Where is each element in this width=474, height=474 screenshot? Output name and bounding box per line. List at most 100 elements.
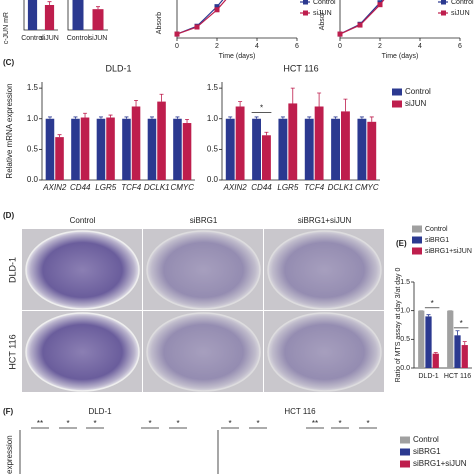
x-tick-label: TCF4	[304, 183, 325, 192]
error-bar	[343, 98, 348, 112]
marker	[377, 2, 383, 8]
bar	[252, 118, 261, 180]
legend-label: siJUN	[405, 99, 427, 108]
significance-mark: *	[148, 419, 151, 428]
bar	[27, 0, 38, 31]
error-bar	[280, 116, 285, 119]
chart-title: HCT 116	[284, 407, 316, 416]
error-bar	[455, 330, 460, 336]
bar	[147, 118, 157, 180]
error-bar	[108, 114, 113, 118]
legend-swatch	[400, 436, 410, 444]
y-tick-label: 1.0	[400, 308, 410, 315]
chart-title: HCT 116	[283, 63, 318, 73]
error-bar	[98, 116, 103, 119]
significance-mark: *	[460, 319, 463, 328]
y-axis-label: Absorb	[156, 12, 163, 34]
significance-mark: *	[93, 419, 96, 428]
error-bar	[426, 314, 431, 317]
bar	[55, 137, 64, 180]
column-label: siBRG1	[190, 216, 218, 225]
x-tick-label: AXIN2	[223, 183, 248, 192]
error-bar	[462, 341, 467, 346]
legend-swatch	[400, 448, 410, 456]
row-label: HCT 116	[7, 334, 17, 369]
error-bar	[175, 116, 180, 119]
y-tick-label: 1.0	[207, 114, 219, 123]
error-bar	[359, 116, 364, 119]
y-axis-label: Ratio of MTS assay at day 3/at day 0	[395, 268, 402, 383]
y-tick-label: 1.5	[207, 83, 219, 92]
x-tick-label: CD44	[70, 183, 91, 192]
error-bar	[264, 131, 269, 136]
bar	[96, 118, 106, 180]
bar	[173, 118, 182, 180]
chart-title: DLD-1	[88, 407, 112, 416]
significance-mark: *	[176, 419, 179, 428]
error-bar	[369, 116, 374, 122]
marker	[194, 24, 200, 30]
legend-label: siJUN	[313, 10, 332, 17]
marker	[214, 4, 220, 10]
legend-label: siJUN	[451, 10, 470, 17]
legend-swatch	[400, 460, 410, 468]
bar	[122, 118, 131, 180]
bar	[357, 118, 367, 180]
bar	[314, 106, 324, 180]
x-tick-label: 4	[255, 43, 259, 50]
y-tick-label: 1.5	[27, 83, 39, 92]
y-axis-label: c-JUN mR	[3, 12, 10, 44]
bar	[44, 5, 55, 30]
error-bar	[228, 116, 233, 119]
bar	[447, 310, 454, 368]
bar	[278, 118, 288, 180]
x-tick-label: 2	[215, 43, 219, 50]
x-tick-label: LGR5	[95, 183, 116, 192]
error-bar	[124, 116, 129, 119]
marker	[357, 22, 363, 28]
bar	[235, 106, 245, 180]
significance-mark: **	[312, 419, 318, 428]
bar	[461, 345, 468, 368]
bar	[262, 135, 271, 180]
panel-letter: (D)	[3, 211, 14, 220]
error-bar	[185, 118, 190, 124]
x-tick-label: AXIN2	[42, 183, 67, 192]
y-axis-label: expression	[5, 435, 14, 474]
legend-swatch	[303, 10, 308, 16]
x-tick-label: 4	[418, 43, 422, 50]
significance-mark: **	[37, 419, 43, 428]
error-bar	[96, 6, 100, 10]
legend-label: siBRG1+siJUN	[413, 459, 467, 468]
bar	[367, 121, 377, 180]
error-bar	[159, 93, 164, 102]
significance-mark: *	[228, 419, 231, 428]
bar	[106, 117, 115, 180]
legend-swatch	[412, 225, 422, 233]
colony-plate	[146, 312, 261, 392]
significance-mark: *	[260, 104, 263, 113]
bar	[454, 335, 461, 368]
marker	[214, 7, 220, 13]
error-bar	[290, 87, 295, 104]
x-tick-label: DCLK1	[328, 183, 354, 192]
y-tick-label: 0.0	[27, 175, 39, 184]
bar	[92, 9, 104, 30]
colony-plate	[267, 312, 382, 392]
error-bar	[307, 116, 312, 119]
panel-letter: (C)	[3, 58, 14, 67]
legend-swatch	[303, 0, 308, 5]
colony-plate	[25, 312, 140, 392]
x-tick-label: CMYC	[170, 183, 194, 192]
legend-label: siBRG1	[425, 237, 449, 244]
bar	[341, 111, 350, 180]
legend-swatch	[392, 100, 402, 108]
bar	[425, 316, 432, 368]
bar	[182, 123, 192, 180]
bar	[71, 118, 80, 180]
x-tick-label: CD44	[251, 183, 272, 192]
colony-plate	[25, 230, 140, 310]
legend-swatch	[441, 10, 446, 16]
panel-letter: (E)	[396, 239, 407, 248]
